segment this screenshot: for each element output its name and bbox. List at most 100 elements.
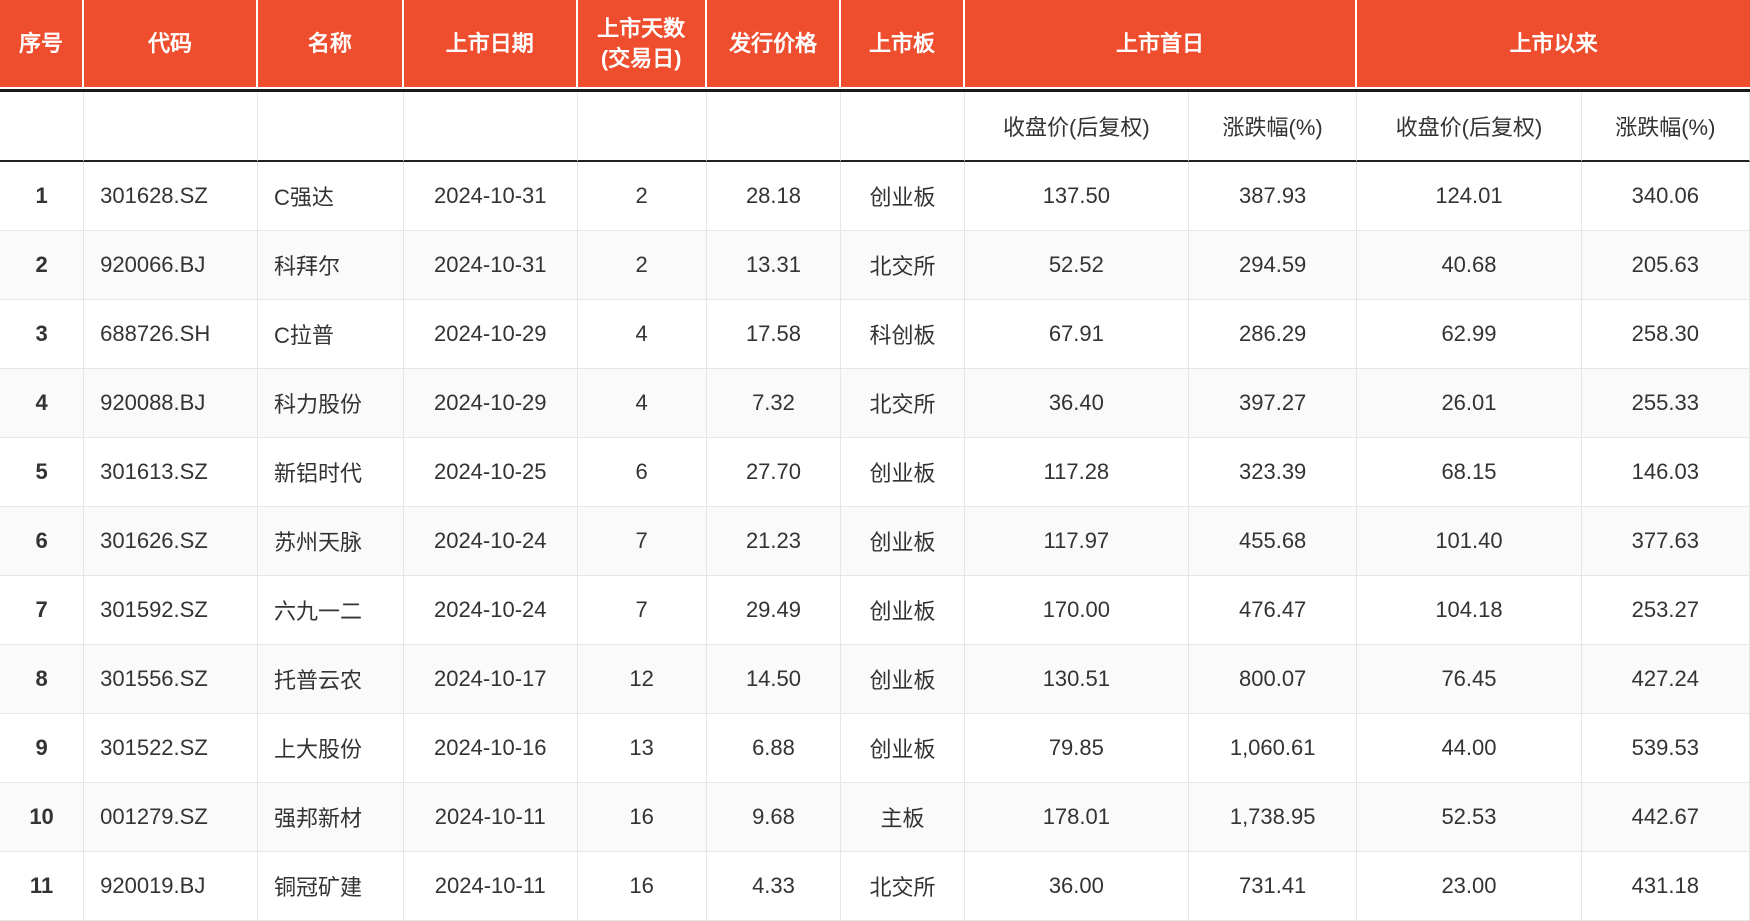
cell-s-close: 101.40 — [1357, 507, 1581, 576]
cell-list-date: 2024-10-24 — [404, 576, 578, 645]
col-issue: 发行价格 — [707, 0, 842, 89]
cell-days: 6 — [578, 438, 707, 507]
cell-fd-chg: 476.47 — [1189, 576, 1357, 645]
cell-name: 上大股份 — [258, 714, 404, 783]
cell-issue: 13.31 — [707, 231, 842, 300]
col-first-day: 上市首日 — [965, 0, 1358, 89]
cell-fd-chg: 323.39 — [1189, 438, 1357, 507]
cell-days: 7 — [578, 576, 707, 645]
cell-fd-chg: 455.68 — [1189, 507, 1357, 576]
cell-fd-close: 52.52 — [965, 231, 1189, 300]
sub-since-close: 收盘价(后复权) — [1357, 92, 1581, 162]
cell-list-date: 2024-10-29 — [404, 300, 578, 369]
cell-name: C拉普 — [258, 300, 404, 369]
cell-board: 创业板 — [841, 438, 964, 507]
cell-s-chg: 205.63 — [1582, 231, 1750, 300]
table-header: 序号 代码 名称 上市日期 上市天数 (交易日) 发行价格 上市板 上市首日 上… — [0, 0, 1750, 89]
cell-board: 创业板 — [841, 507, 964, 576]
cell-issue: 28.18 — [707, 162, 842, 231]
cell-code: 301592.SZ — [84, 576, 258, 645]
cell-days: 4 — [578, 300, 707, 369]
cell-list-date: 2024-10-11 — [404, 783, 578, 852]
cell-s-chg: 340.06 — [1582, 162, 1750, 231]
cell-code: 301556.SZ — [84, 645, 258, 714]
col-days: 上市天数 (交易日) — [578, 0, 707, 89]
cell-fd-chg: 1,738.95 — [1189, 783, 1357, 852]
cell-list-date: 2024-10-29 — [404, 369, 578, 438]
table-row: 4920088.BJ科力股份2024-10-2947.32北交所36.40397… — [0, 369, 1750, 438]
cell-days: 16 — [578, 852, 707, 921]
cell-fd-chg: 294.59 — [1189, 231, 1357, 300]
cell-list-date: 2024-10-31 — [404, 231, 578, 300]
cell-fd-chg: 1,060.61 — [1189, 714, 1357, 783]
cell-idx: 4 — [0, 369, 84, 438]
cell-board: 创业板 — [841, 576, 964, 645]
cell-list-date: 2024-10-31 — [404, 162, 578, 231]
sub-header-row: 收盘价(后复权) 涨跌幅(%) 收盘价(后复权) 涨跌幅(%) — [0, 92, 1750, 162]
cell-days: 12 — [578, 645, 707, 714]
cell-fd-close: 36.40 — [965, 369, 1189, 438]
cell-idx: 11 — [0, 852, 84, 921]
cell-fd-close: 67.91 — [965, 300, 1189, 369]
cell-name: 苏州天脉 — [258, 507, 404, 576]
ipo-table: 序号 代码 名称 上市日期 上市天数 (交易日) 发行价格 上市板 上市首日 上… — [0, 0, 1750, 921]
col-board: 上市板 — [841, 0, 964, 89]
cell-fd-close: 178.01 — [965, 783, 1189, 852]
cell-board: 主板 — [841, 783, 964, 852]
cell-board: 北交所 — [841, 231, 964, 300]
cell-s-chg: 431.18 — [1582, 852, 1750, 921]
cell-board: 创业板 — [841, 645, 964, 714]
cell-issue: 4.33 — [707, 852, 842, 921]
cell-list-date: 2024-10-25 — [404, 438, 578, 507]
col-code: 代码 — [84, 0, 258, 89]
cell-fd-close: 170.00 — [965, 576, 1189, 645]
cell-s-close: 104.18 — [1357, 576, 1581, 645]
cell-s-close: 26.01 — [1357, 369, 1581, 438]
cell-issue: 14.50 — [707, 645, 842, 714]
cell-idx: 6 — [0, 507, 84, 576]
cell-idx: 3 — [0, 300, 84, 369]
cell-idx: 10 — [0, 783, 84, 852]
cell-name: 科力股份 — [258, 369, 404, 438]
cell-fd-close: 117.28 — [965, 438, 1189, 507]
cell-name: 铜冠矿建 — [258, 852, 404, 921]
cell-list-date: 2024-10-11 — [404, 852, 578, 921]
cell-s-close: 52.53 — [1357, 783, 1581, 852]
cell-name: 新铝时代 — [258, 438, 404, 507]
cell-fd-close: 117.97 — [965, 507, 1189, 576]
cell-code: 688726.SH — [84, 300, 258, 369]
cell-s-close: 124.01 — [1357, 162, 1581, 231]
table-row: 1301628.SZC强达2024-10-31228.18创业板137.5038… — [0, 162, 1750, 231]
cell-issue: 29.49 — [707, 576, 842, 645]
cell-name: 六九一二 — [258, 576, 404, 645]
cell-name: 科拜尔 — [258, 231, 404, 300]
sub-since-change: 涨跌幅(%) — [1582, 92, 1750, 162]
cell-idx: 1 — [0, 162, 84, 231]
table-row: 10001279.SZ强邦新材2024-10-11169.68主板178.011… — [0, 783, 1750, 852]
cell-s-chg: 253.27 — [1582, 576, 1750, 645]
cell-issue: 6.88 — [707, 714, 842, 783]
cell-code: 301628.SZ — [84, 162, 258, 231]
col-since: 上市以来 — [1357, 0, 1750, 89]
cell-fd-chg: 286.29 — [1189, 300, 1357, 369]
cell-list-date: 2024-10-16 — [404, 714, 578, 783]
cell-issue: 27.70 — [707, 438, 842, 507]
cell-s-chg: 146.03 — [1582, 438, 1750, 507]
cell-list-date: 2024-10-24 — [404, 507, 578, 576]
cell-fd-chg: 397.27 — [1189, 369, 1357, 438]
cell-code: 001279.SZ — [84, 783, 258, 852]
cell-board: 北交所 — [841, 369, 964, 438]
cell-code: 301626.SZ — [84, 507, 258, 576]
cell-list-date: 2024-10-17 — [404, 645, 578, 714]
cell-issue: 21.23 — [707, 507, 842, 576]
cell-issue: 17.58 — [707, 300, 842, 369]
cell-s-close: 76.45 — [1357, 645, 1581, 714]
cell-fd-chg: 800.07 — [1189, 645, 1357, 714]
cell-name: 强邦新材 — [258, 783, 404, 852]
sub-first-day-close: 收盘价(后复权) — [965, 92, 1189, 162]
cell-days: 2 — [578, 162, 707, 231]
cell-s-chg: 427.24 — [1582, 645, 1750, 714]
cell-fd-close: 130.51 — [965, 645, 1189, 714]
table-row: 7301592.SZ六九一二2024-10-24729.49创业板170.004… — [0, 576, 1750, 645]
cell-issue: 7.32 — [707, 369, 842, 438]
